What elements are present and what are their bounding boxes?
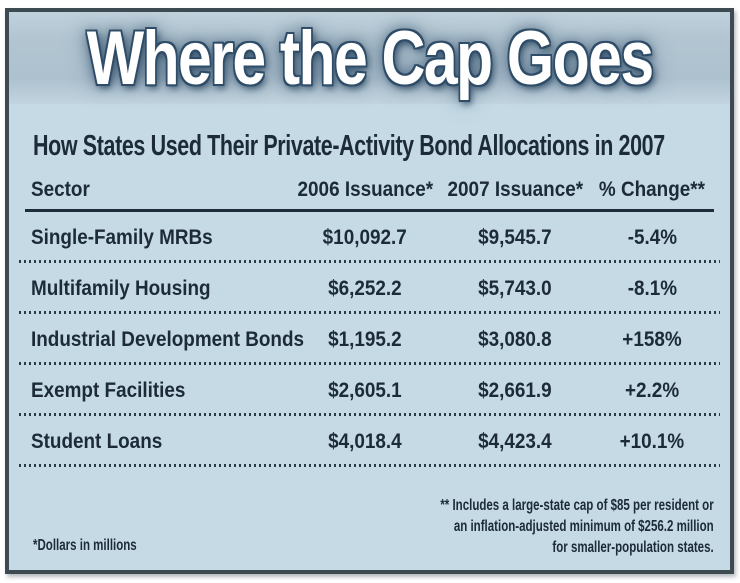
table-row: Multifamily Housing $6,252.2 $5,743.0 -8… (19, 263, 720, 314)
table-row: Industrial Development Bonds $1,195.2 $3… (19, 314, 720, 365)
footnote-line: for smaller-population states. (552, 539, 714, 556)
cell-sector: Student Loans (31, 429, 163, 453)
cell-sector: Single-Family MRBs (31, 225, 213, 249)
header-percent-change: % Change** (598, 178, 706, 201)
cell-2006-value: $4,018.4 (328, 429, 402, 453)
subtitle-text: How States Used Their Private-Activity B… (33, 130, 665, 162)
cell-2006-value: $10,092.7 (322, 225, 408, 249)
main-title: Where the Cap Goes (86, 15, 654, 101)
cell-sector: Exempt Facilities (31, 378, 186, 402)
cell-2007-value: $4,423.4 (478, 429, 552, 453)
cell-2007-value: $2,661.9 (478, 378, 552, 402)
header-sector: Sector (31, 178, 90, 201)
cell-percent-change: -5.4% (627, 225, 677, 249)
cell-2006-value: $1,195.2 (328, 327, 402, 351)
cell-percent-change: +2.2% (624, 378, 680, 402)
cell-2007-value: $5,743.0 (478, 276, 552, 300)
cell-percent-change: +10.1% (619, 429, 685, 453)
cell-sector: Multifamily Housing (31, 276, 211, 300)
table-header-row: Sector 2006 Issuance* 2007 Issuance* % C… (25, 178, 714, 212)
title-banner: Where the Cap Goes (9, 12, 730, 104)
infographic-panel: Where the Cap Goes How States Used Their… (5, 8, 734, 574)
cell-percent-change: +158% (622, 327, 682, 351)
table-row: Student Loans $4,018.4 $4,423.4 +10.1% (19, 416, 720, 467)
footnote-line: ** Includes a large-state cap of $85 per… (440, 497, 714, 514)
cell-sector: Industrial Development Bonds (31, 327, 305, 351)
footnotes-area: ** Includes a large-state cap of $85 per… (9, 467, 730, 570)
header-2007-issuance: 2007 Issuance* (447, 178, 584, 201)
cell-2006-value: $6,252.2 (328, 276, 402, 300)
dollars-in-millions-footnote: *Dollars in millions (33, 537, 137, 554)
subtitle-row: How States Used Their Private-Activity B… (33, 130, 730, 164)
table-row: Single-Family MRBs $10,092.7 $9,545.7 -5… (19, 212, 720, 263)
table-row: Exempt Facilities $2,605.1 $2,661.9 +2.2… (19, 365, 720, 416)
cell-percent-change: -8.1% (627, 276, 677, 300)
cell-2007-value: $9,545.7 (478, 225, 552, 249)
footnote-line: an inflation-adjusted minimum of $256.2 … (454, 518, 714, 535)
cell-2006-value: $2,605.1 (328, 378, 402, 402)
cell-2007-value: $3,080.8 (478, 327, 552, 351)
large-state-cap-footnote: ** Includes a large-state cap of $85 per… (441, 495, 714, 558)
bond-allocation-table: Sector 2006 Issuance* 2007 Issuance* % C… (19, 178, 720, 467)
header-2006-issuance: 2006 Issuance* (297, 178, 434, 201)
